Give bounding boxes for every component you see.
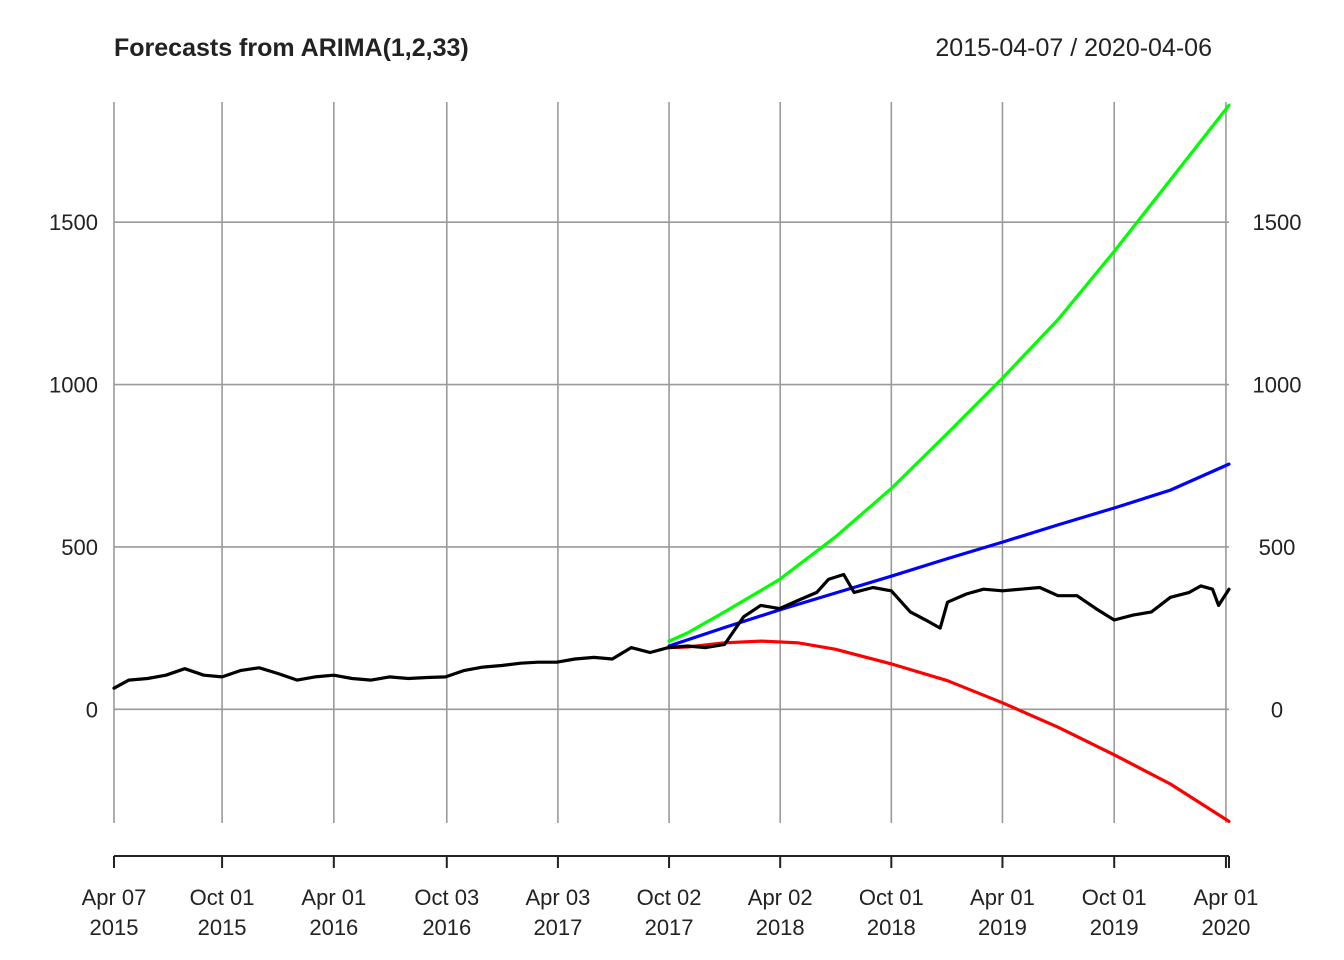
x-tick-label: Apr 01 bbox=[1194, 885, 1259, 910]
grid-layer bbox=[113, 102, 1229, 823]
x-tick-label: Apr 03 bbox=[526, 885, 591, 910]
x-tick-label: Apr 02 bbox=[748, 885, 813, 910]
x-tick-year-label: 2015 bbox=[198, 915, 247, 940]
series-line-2 bbox=[667, 639, 1231, 824]
y-tick-label-right: 1000 bbox=[1253, 373, 1302, 398]
series-layer bbox=[112, 103, 1231, 824]
axis-layer: 0 0 500 500 1000 1000 1500 1500 Apr 07 2015 Oct 01… bbox=[49, 210, 1301, 940]
x-tick-year-label: 2019 bbox=[978, 915, 1027, 940]
y-tick-label-right: 0 bbox=[1271, 697, 1283, 722]
y-tick-label-right: 1500 bbox=[1253, 210, 1302, 235]
x-tick-label: Oct 02 bbox=[637, 885, 702, 910]
x-tick-year-label: 2017 bbox=[533, 915, 582, 940]
x-tick-label: Oct 01 bbox=[190, 885, 255, 910]
series-line-0 bbox=[112, 572, 1231, 690]
x-tick-label: Oct 03 bbox=[414, 885, 479, 910]
series-line-3 bbox=[667, 103, 1231, 643]
chart-title: Forecasts from ARIMA(1,2,33) bbox=[114, 34, 469, 62]
x-tick-year-label: 2017 bbox=[645, 915, 694, 940]
y-tick-label-left: 500 bbox=[61, 535, 98, 560]
y-tick-label-left: 1000 bbox=[49, 373, 98, 398]
x-tick-label: Oct 01 bbox=[1082, 885, 1147, 910]
x-tick-year-label: 2018 bbox=[867, 915, 916, 940]
x-tick-label: Apr 01 bbox=[301, 885, 366, 910]
date-range-label: 2015-04-07 / 2020-04-06 bbox=[935, 34, 1212, 62]
series-line-1 bbox=[667, 462, 1231, 648]
x-tick-year-label: 2016 bbox=[309, 915, 358, 940]
x-tick-year-label: 2019 bbox=[1090, 915, 1139, 940]
x-tick-year-label: 2018 bbox=[756, 915, 805, 940]
y-tick-label-right: 500 bbox=[1259, 535, 1296, 560]
x-tick-label: Apr 07 bbox=[82, 885, 147, 910]
x-tick-year-label: 2020 bbox=[1201, 915, 1250, 940]
x-tick-label: Oct 01 bbox=[859, 885, 924, 910]
y-tick-label-left: 1500 bbox=[49, 210, 98, 235]
x-tick-label: Apr 01 bbox=[970, 885, 1035, 910]
x-tick-year-label: 2016 bbox=[422, 915, 471, 940]
y-tick-label-left: 0 bbox=[86, 697, 98, 722]
x-tick-year-label: 2015 bbox=[90, 915, 139, 940]
